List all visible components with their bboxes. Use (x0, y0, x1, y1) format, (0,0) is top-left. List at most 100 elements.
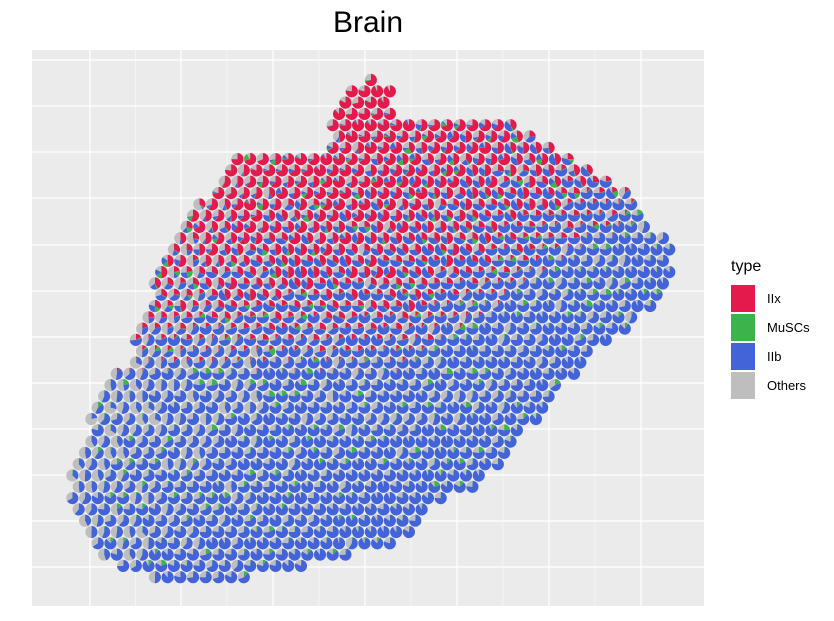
pie-glyph (199, 458, 212, 471)
pie-slice (455, 164, 460, 171)
pie-slice (440, 220, 447, 233)
pie-slice (320, 322, 327, 330)
pie-slice (301, 234, 309, 245)
pie-slice (428, 367, 441, 380)
pie-slice (447, 300, 451, 306)
pie-slice (205, 412, 207, 419)
pie-slice (449, 288, 454, 295)
pie-glyph (231, 220, 244, 233)
pie-slice (383, 176, 390, 182)
pie-slice (205, 367, 212, 374)
pie-slice (345, 304, 352, 306)
pie-slice (205, 379, 213, 387)
pie-slice (288, 304, 301, 313)
pie-glyph (352, 164, 365, 177)
pie-glyph (167, 288, 181, 301)
pie-slice (445, 164, 454, 177)
pie-slice (269, 334, 282, 346)
pie-slice (510, 164, 517, 177)
pie-slice (228, 347, 238, 358)
pie-slice (345, 435, 347, 442)
pie-slice (161, 265, 168, 279)
pie-slice (432, 193, 437, 200)
pie-slice (459, 178, 469, 188)
pie-glyph (332, 333, 346, 347)
pie-slice (243, 254, 250, 267)
pie-slice (345, 367, 347, 374)
pie-glyph (212, 458, 225, 471)
pie-slice (580, 232, 593, 245)
pie-slice (424, 424, 428, 431)
pie-slice (218, 345, 221, 352)
pie-slice (301, 164, 314, 177)
pie-glyph (548, 311, 562, 324)
pie-slice (231, 288, 238, 299)
pie-slice (540, 153, 549, 166)
pie-slice (281, 215, 284, 222)
pie-slice (282, 198, 289, 209)
pie-slice (313, 401, 315, 408)
pie-glyph (161, 345, 174, 358)
pie-slice (228, 277, 238, 290)
pie-slice (257, 181, 263, 188)
pie-slice (470, 254, 473, 261)
pie-slice (402, 186, 409, 193)
pie-slice (434, 333, 447, 346)
pie-slice (129, 338, 142, 347)
pie-slice (434, 153, 441, 161)
pie-slice (415, 288, 422, 300)
pie-slice (91, 412, 93, 419)
pie-slice (622, 254, 631, 267)
pie-glyph (174, 367, 187, 380)
pie-slice (434, 277, 441, 284)
pie-slice (353, 435, 359, 442)
pie-glyph (529, 209, 543, 222)
pie-glyph (218, 243, 231, 256)
pie-slice (517, 390, 530, 403)
pie-slice (358, 130, 371, 143)
pie-glyph (256, 243, 269, 256)
pie-glyph (180, 333, 193, 347)
pie-slice (447, 249, 454, 256)
pie-slice (473, 401, 485, 414)
pie-slice (440, 266, 446, 273)
pie-glyph (307, 446, 320, 460)
pie-slice (313, 322, 320, 331)
pie-slice (504, 272, 511, 274)
pie-slice (510, 141, 517, 154)
pie-slice (339, 167, 346, 171)
pie-slice (167, 299, 174, 306)
pie-slice (460, 424, 467, 431)
pie-slice (568, 345, 574, 352)
pie-slice (453, 311, 459, 318)
pie-slice (262, 294, 268, 299)
pie-slice (554, 198, 562, 207)
pie-glyph (326, 435, 339, 448)
pie-slice (410, 175, 422, 188)
pie-slice (173, 469, 175, 476)
pie-slice (510, 390, 512, 397)
pie-slice (237, 266, 244, 276)
pie-slice (436, 356, 447, 369)
pie-slice (535, 193, 542, 197)
pie-slice (402, 333, 409, 340)
pie-slice (288, 193, 295, 199)
pie-slice (370, 390, 372, 397)
pie-slice (218, 306, 225, 309)
pie-slice (574, 266, 587, 279)
pie-slice (250, 304, 263, 313)
pie-glyph (320, 424, 333, 437)
pie-slice (500, 311, 505, 318)
pie-slice (218, 458, 219, 465)
pie-slice (498, 379, 511, 392)
pie-slice (212, 323, 225, 335)
pie-slice (358, 89, 365, 92)
pie-slice (294, 288, 301, 295)
pie-slice (237, 327, 250, 335)
pie-slice (130, 446, 142, 460)
pie-slice (352, 186, 359, 193)
pie-slice (186, 424, 188, 431)
pie-slice (510, 312, 523, 324)
pie-glyph (117, 469, 130, 482)
pie-slice (478, 345, 486, 352)
